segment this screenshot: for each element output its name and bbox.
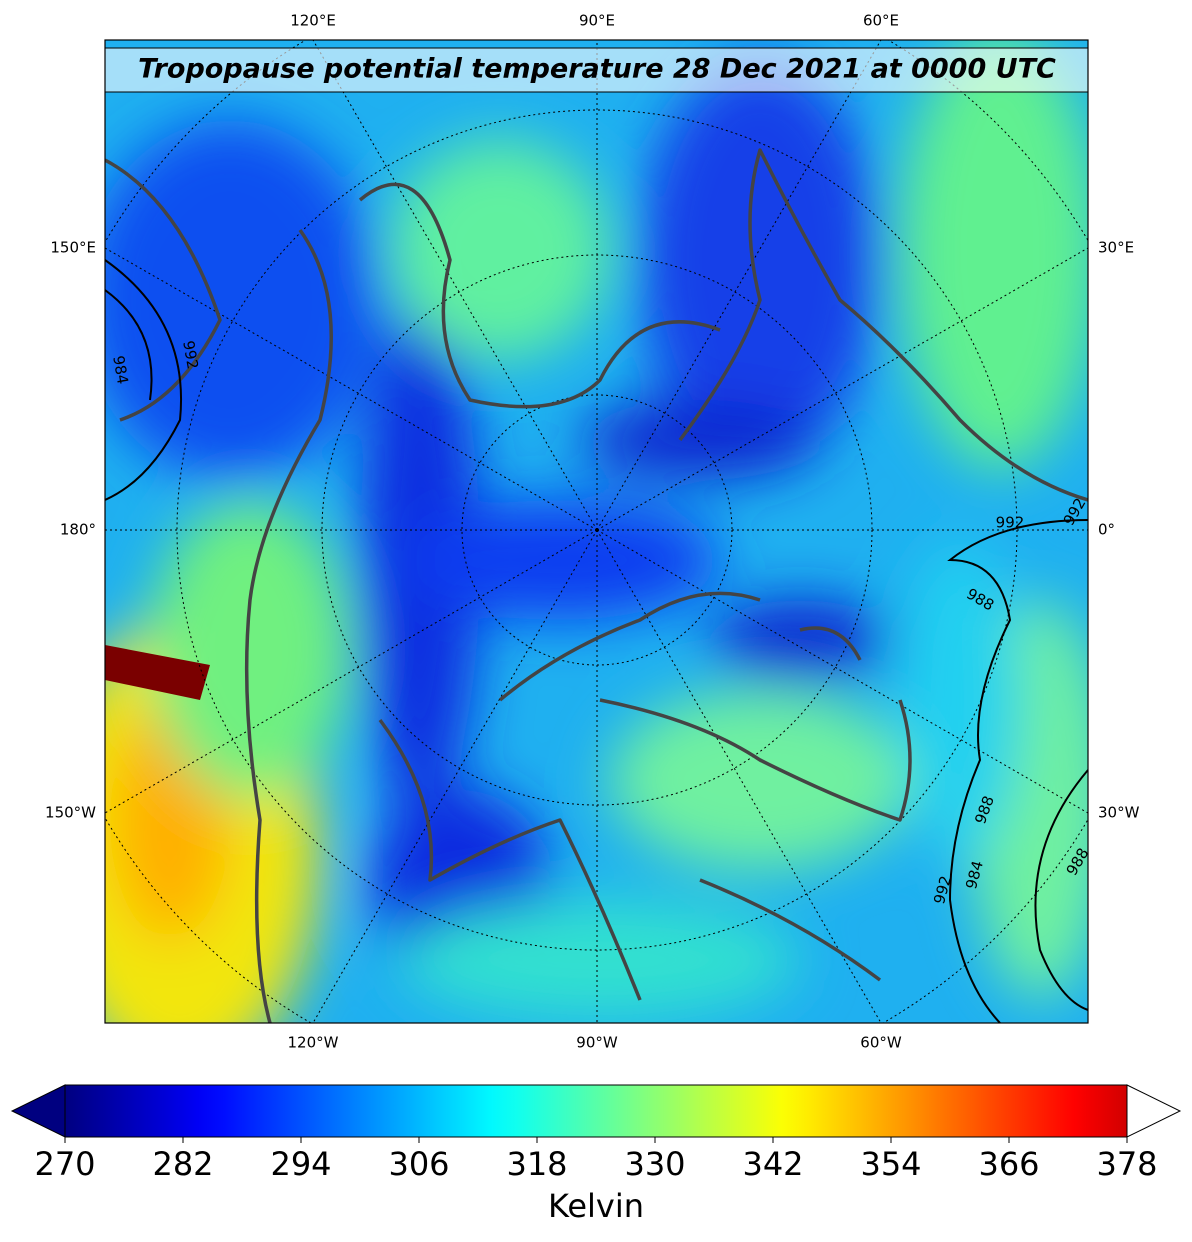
hot-region	[105, 645, 210, 700]
colorbar-tick-label: 378	[1096, 1145, 1157, 1183]
map: Tropopause potential temperature 28 Dec …	[105, 40, 1088, 1023]
graticule	[105, 40, 1088, 1023]
colorbar-extend-high	[1126, 1084, 1182, 1138]
lon-label: 180°	[60, 521, 96, 539]
colorbar-tick-label: 294	[270, 1145, 331, 1183]
colorbar-tick-label: 330	[624, 1145, 685, 1183]
title-box	[105, 47, 1088, 93]
lon-label: 30°E	[1098, 239, 1134, 257]
colorbar: 270 282 294 306 318 330 342 354 366 378 Kelvin	[10, 1084, 1182, 1225]
contour-label: 984	[109, 354, 132, 385]
colorbar-tick-label: 354	[860, 1145, 921, 1183]
colorbar-label: Kelvin	[548, 1187, 644, 1225]
lon-label: 120°E	[290, 12, 336, 30]
lon-label: 90°W	[576, 1034, 618, 1052]
pressure-contours	[105, 259, 1088, 1023]
map-frame	[104, 39, 1089, 1024]
lon-label: 30°W	[1098, 804, 1140, 822]
contour-label: 992	[179, 339, 202, 370]
lon-label: 150°E	[50, 239, 96, 257]
colorbar-tick-label: 318	[506, 1145, 567, 1183]
lon-label: 60°E	[863, 12, 899, 30]
lon-label: 90°E	[579, 12, 615, 30]
lon-label: 150°W	[45, 804, 96, 822]
lon-label: 0°	[1098, 521, 1115, 539]
temperature-field	[105, 40, 1088, 1023]
colorbar-tick-label: 306	[388, 1145, 449, 1183]
colorbar-tick-label: 366	[978, 1145, 1039, 1183]
lon-label: 120°W	[288, 1034, 339, 1052]
colorbar-tick-label: 342	[742, 1145, 803, 1183]
colorbar-extend-low	[10, 1084, 66, 1138]
colorbar-tick-label: 270	[34, 1145, 95, 1183]
lon-label: 60°W	[860, 1034, 902, 1052]
map-title: Tropopause potential temperature 28 Dec …	[138, 54, 1056, 85]
contour-label: 992	[996, 514, 1025, 532]
coastlines	[105, 148, 1088, 1023]
colorbar-tick-label: 282	[152, 1145, 213, 1183]
colorbar-body	[64, 1084, 1128, 1138]
